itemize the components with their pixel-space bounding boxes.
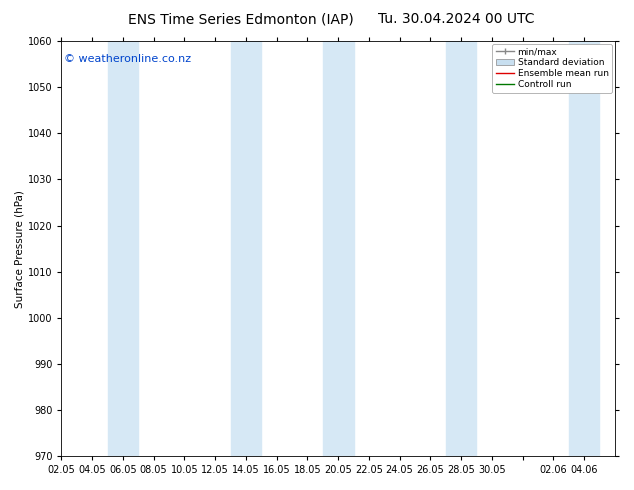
Bar [446, 41, 477, 456]
Bar [108, 41, 138, 456]
Bar [323, 41, 354, 456]
Text: © weatheronline.co.nz: © weatheronline.co.nz [64, 54, 191, 64]
Y-axis label: Surface Pressure (hPa): Surface Pressure (hPa) [15, 190, 25, 308]
Bar [569, 41, 600, 456]
Bar [231, 41, 261, 456]
Legend: min/max, Standard deviation, Ensemble mean run, Controll run: min/max, Standard deviation, Ensemble me… [492, 44, 612, 93]
Text: ENS Time Series Edmonton (IAP): ENS Time Series Edmonton (IAP) [128, 12, 354, 26]
Text: Tu. 30.04.2024 00 UTC: Tu. 30.04.2024 00 UTC [378, 12, 534, 26]
